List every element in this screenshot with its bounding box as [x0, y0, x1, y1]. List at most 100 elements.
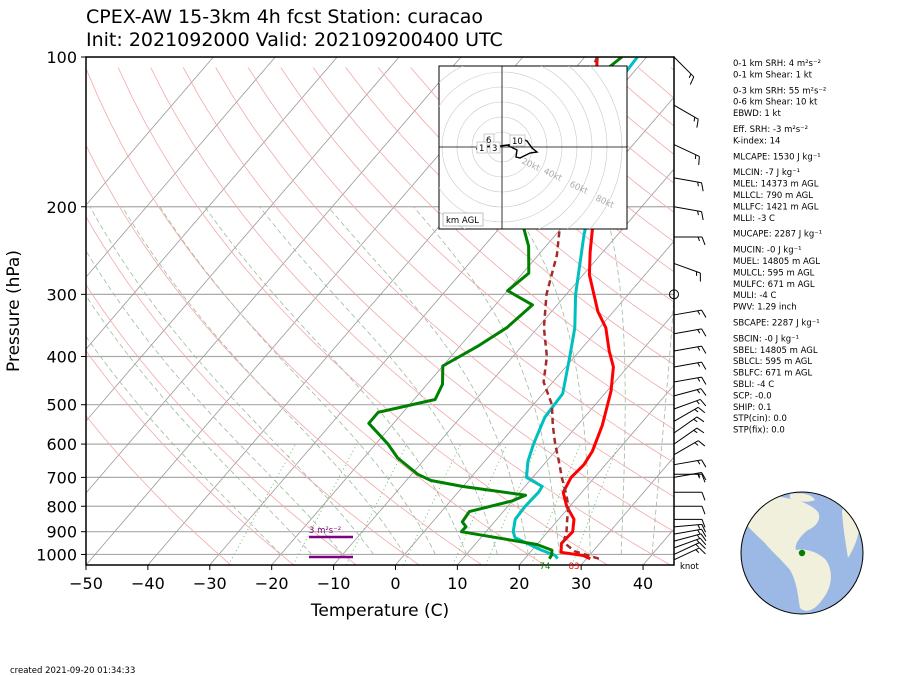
indices-panel: 0-1 km SRH: 4 m²s⁻²0-1 km Shear: 1 kt 0-3… — [733, 59, 826, 436]
surface-dewpoint-label: 74 — [540, 562, 551, 572]
index-28: STP(cin): 0.0 — [733, 414, 787, 424]
wind-barb — [673, 398, 707, 410]
index-22: SBEL: 14805 m AGL — [733, 346, 818, 356]
index-21: SBCIN: -0 J kg⁻¹ — [733, 334, 799, 344]
index-19: PWV: 1.29 inch — [733, 303, 797, 313]
y-tick-label: 300 — [46, 285, 77, 304]
dry-adiabat — [182, 67, 674, 532]
wind-barb — [673, 533, 707, 542]
index-15: MUEL: 14805 m AGL — [733, 257, 820, 267]
wind-barb — [673, 361, 707, 370]
wind-barb — [674, 491, 706, 501]
index-5: Eff. SRH: -3 m²s⁻² — [733, 125, 808, 135]
dry-adiabat — [86, 415, 232, 565]
moist-adiabat — [86, 294, 312, 555]
profile-line-2 — [367, 57, 623, 560]
x-tick-label: −40 — [131, 574, 165, 593]
wind-barb — [673, 309, 707, 318]
mixing-ratio-line — [452, 443, 508, 565]
wind-barb — [674, 505, 706, 515]
index-29: STP(fix): 0.0 — [733, 426, 785, 436]
isotherm — [395, 240, 674, 565]
calm-wind-circle — [669, 289, 679, 300]
mixing-ratio-line — [485, 443, 539, 565]
dry-adiabat — [86, 284, 357, 565]
wind-barb — [674, 473, 706, 483]
index-14: MUCIN: -0 J kg⁻¹ — [733, 246, 802, 256]
dry-adiabat — [150, 67, 671, 565]
index-2: 0-3 km SRH: 55 m²s⁻² — [733, 86, 826, 96]
y-tick-label: 100 — [46, 48, 77, 67]
moist-adiabat — [86, 249, 343, 555]
chart-title: CPEX-AW 15-3km 4h fcst Station: curacao — [86, 6, 483, 28]
axis-ticks: −50 −40 −30 −20 −10 0 10 20 30 40 1000 900 800 700 600… — [36, 48, 653, 593]
y-tick-label: 400 — [46, 348, 77, 367]
wind-barb — [673, 416, 705, 434]
wind-barb — [673, 459, 707, 468]
index-9: MLEL: 14373 m AGL — [733, 180, 819, 190]
dry-adiabat — [345, 67, 674, 366]
x-tick-label: 30 — [571, 574, 591, 593]
y-axis-label: Pressure (hPa) — [4, 250, 24, 372]
index-7: MLCAPE: 1530 J kg⁻¹ — [733, 152, 821, 162]
dry-adiabat — [670, 67, 674, 71]
wind-barb — [673, 56, 695, 85]
index-20: SBCAPE: 2287 J kg⁻¹ — [733, 319, 820, 329]
moist-adiabat — [327, 206, 529, 555]
y-tick-label: 1000 — [36, 545, 77, 564]
hodo-height-6: 6 — [486, 136, 491, 146]
wind-barb — [673, 440, 706, 456]
created-timestamp: created 2021-09-20 01:34:33 — [10, 666, 135, 675]
wind-barb — [673, 547, 706, 561]
wind-barb — [673, 472, 707, 481]
index-25: SBLI: -4 C — [733, 380, 774, 390]
wind-barb — [673, 542, 706, 555]
dry-adiabat — [312, 67, 674, 398]
station-marker — [798, 549, 806, 557]
wind-barbs — [669, 56, 707, 561]
isotherm — [518, 384, 674, 565]
index-23: SBLCL: 595 m AGL — [733, 357, 812, 367]
isotherm — [86, 57, 276, 278]
hodo-legend: km AGL — [446, 216, 479, 226]
globe-americas — [741, 496, 831, 611]
moist-adiabat — [259, 206, 498, 555]
moist-adiabat — [204, 206, 467, 555]
x-tick-label: −20 — [255, 574, 289, 593]
wind-barb — [673, 144, 700, 165]
hodograph-inset: 20kt 40kt 60kt 80kt 6 10 1 3 km AGL — [438, 65, 628, 230]
wind-barb — [674, 518, 706, 528]
index-6: K-index: 14 — [733, 136, 780, 146]
index-12: MLLI: -3 C — [733, 214, 775, 224]
wind-barb — [673, 528, 707, 537]
y-tick-label: 200 — [46, 198, 77, 217]
globe-greenland — [790, 493, 815, 502]
hodo-height-1: 1 — [479, 144, 484, 154]
x-tick-label: 20 — [509, 574, 529, 593]
isotherm — [86, 57, 462, 494]
dry-adiabat — [86, 215, 420, 565]
hodo-height-3: 3 — [492, 144, 497, 154]
moist-adiabat — [159, 206, 436, 555]
wind-barb — [673, 427, 705, 445]
index-11: MLLFC: 1421 m AGL — [733, 202, 819, 212]
dry-adiabat — [442, 67, 674, 273]
mixing-ratio-line — [571, 443, 619, 565]
index-16: MULCL: 595 m AGL — [733, 268, 815, 278]
moist-adiabat — [122, 206, 405, 555]
mixing-ratio-line — [403, 443, 462, 565]
chart-subtitle: Init: 2021092000 Valid: 202109200400 UTC — [86, 29, 503, 51]
mixing-ratio-line — [292, 443, 358, 565]
dry-adiabat — [86, 144, 483, 565]
index-24: SBLFC: 671 m AGL — [733, 369, 813, 379]
wind-barb — [673, 328, 707, 337]
x-tick-label: 40 — [633, 574, 653, 593]
globe-locator — [740, 491, 864, 615]
x-tick-label: 0 — [390, 574, 400, 593]
index-26: SCP: -0.0 — [733, 391, 772, 401]
x-axis-label: Temperature (C) — [310, 601, 449, 621]
index-18: MULI: -4 C — [733, 291, 777, 301]
wind-barb — [673, 206, 704, 221]
hodo-height-10: 10 — [512, 137, 523, 147]
x-tick-label: −30 — [193, 574, 227, 593]
